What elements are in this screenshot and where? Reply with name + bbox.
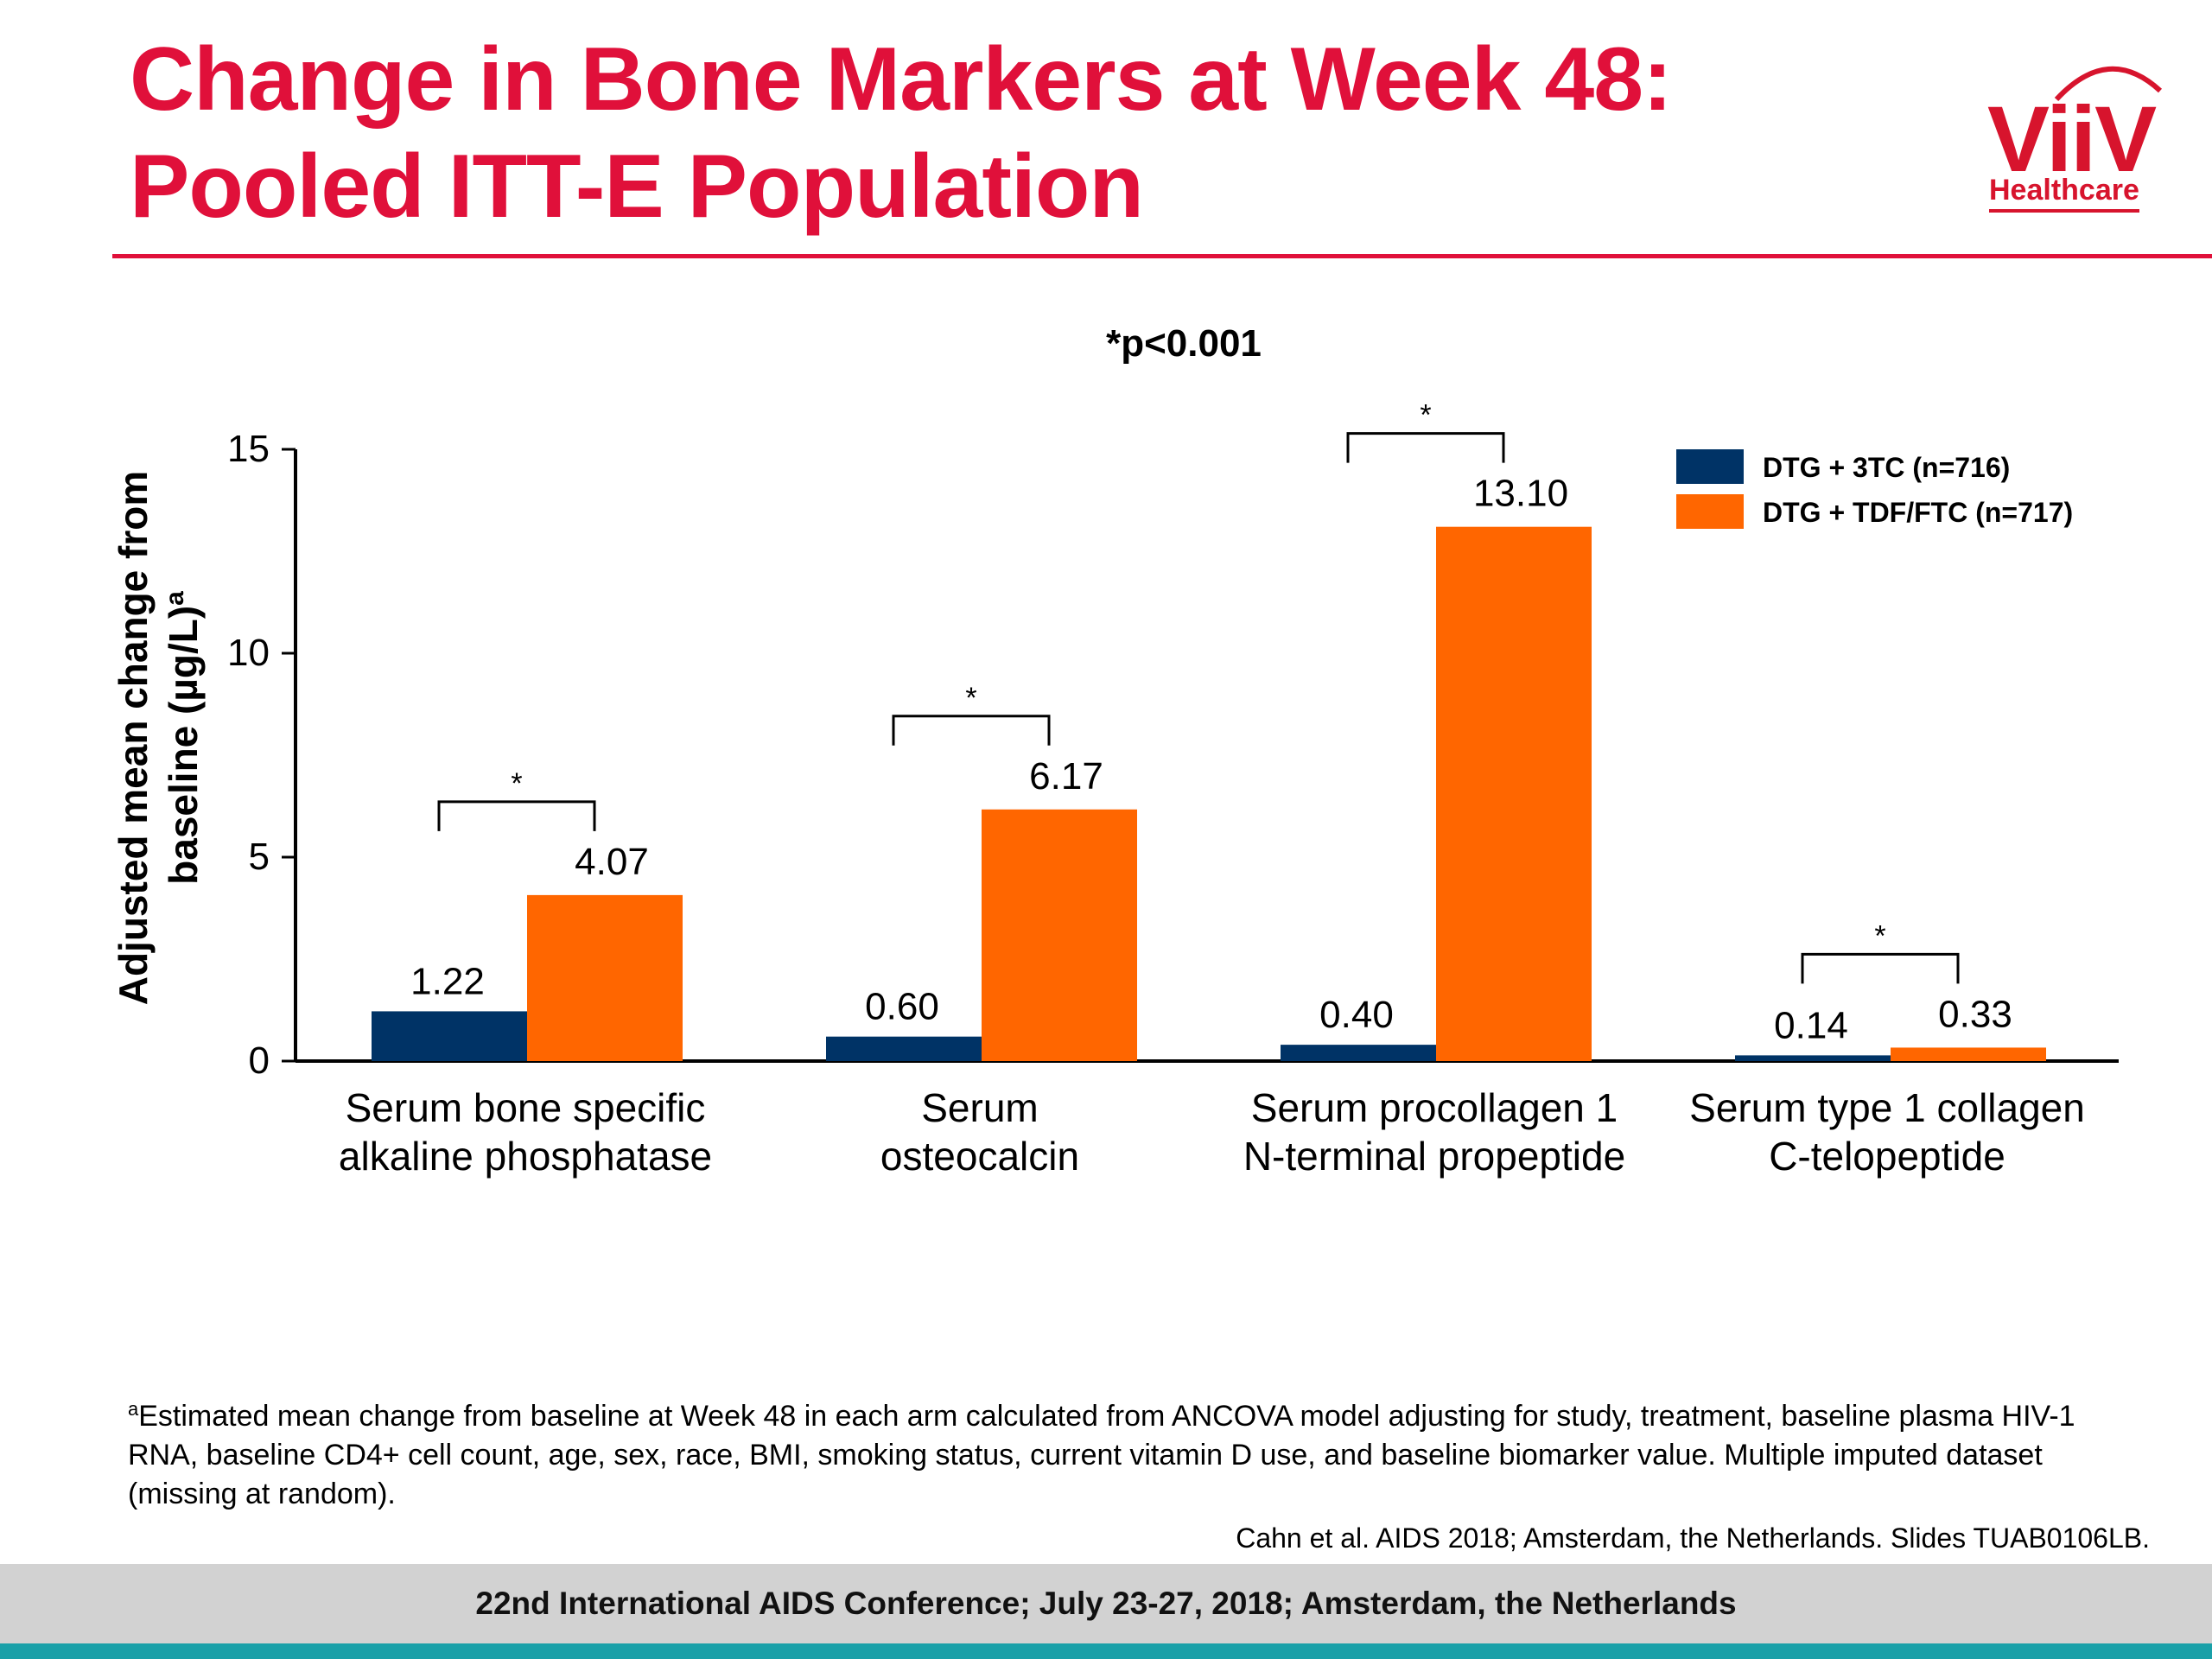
x-category-label: Serum bone specific bbox=[346, 1085, 706, 1130]
logo-wordmark: ViiV bbox=[1987, 86, 2157, 191]
bar-value-label: 4.07 bbox=[575, 841, 649, 883]
slide-title: Change in Bone Markers at Week 48: Poole… bbox=[130, 26, 1673, 240]
bar-value-label: 0.14 bbox=[1774, 1004, 1848, 1046]
bar-value-label: 6.17 bbox=[1029, 755, 1103, 798]
bar-dtg-3tc bbox=[1735, 1055, 1891, 1061]
bar-dtg-tdf-ftc bbox=[1436, 526, 1592, 1061]
bar-value-label: 0.33 bbox=[1938, 993, 2012, 1035]
significance-bracket bbox=[1801, 952, 1960, 984]
legend-label: DTG + TDF/FTC (n=717) bbox=[1763, 497, 2073, 528]
x-category-label: C-telopeptide bbox=[1769, 1134, 2005, 1179]
citation: Cahn et al. AIDS 2018; Amsterdam, the Ne… bbox=[1236, 1522, 2150, 1554]
y-axis-title-superscript: a bbox=[161, 591, 189, 606]
y-tick-label: 10 bbox=[227, 632, 270, 674]
bar-dtg-tdf-ftc bbox=[982, 809, 1137, 1061]
x-category-label: alkaline phosphatase bbox=[339, 1134, 712, 1179]
title-divider bbox=[112, 254, 2212, 258]
footnote-marker: a bbox=[128, 1398, 139, 1420]
title-line-1: Change in Bone Markers at Week 48: bbox=[130, 29, 1673, 130]
viiv-logo: ViiV Healthcare bbox=[1979, 52, 2177, 216]
bar-dtg-tdf-ftc bbox=[1891, 1047, 2046, 1061]
x-category-label: Serum type 1 collagen bbox=[1689, 1085, 2085, 1130]
y-tick-label: 5 bbox=[249, 836, 270, 878]
bar-dtg-tdf-ftc bbox=[527, 894, 683, 1061]
x-category-label: Serum bbox=[921, 1085, 1038, 1130]
logo-subtitle: Healthcare bbox=[1989, 173, 2139, 213]
y-axis-title-line-2: baseline (µg/L)a bbox=[161, 591, 206, 885]
footnote: aEstimated mean change from baseline at … bbox=[128, 1389, 2115, 1514]
conference-label: 22nd International AIDS Conference; July… bbox=[475, 1586, 1737, 1621]
significance-bracket bbox=[437, 800, 596, 831]
y-axis-title-text: baseline (µg/L) bbox=[161, 606, 206, 885]
bar-dtg-3tc bbox=[372, 1011, 527, 1061]
y-tick-label: 15 bbox=[227, 428, 270, 470]
x-category-label: N-terminal propeptide bbox=[1243, 1134, 1625, 1179]
x-category-label: osteocalcin bbox=[880, 1134, 1079, 1179]
title-line-2: Pooled ITT-E Population bbox=[130, 137, 1144, 237]
footer-bar: 22nd International AIDS Conference; July… bbox=[0, 1564, 2212, 1643]
footnote-text: Estimated mean change from baseline at W… bbox=[128, 1400, 2075, 1510]
bar-value-label: 0.60 bbox=[865, 986, 939, 1028]
bar-value-label: 13.10 bbox=[1473, 473, 1568, 515]
y-tick-label: 0 bbox=[249, 1039, 270, 1082]
significance-note: *p<0.001 bbox=[1106, 322, 1262, 365]
x-category-label: Serum procollagen 1 bbox=[1251, 1085, 1618, 1130]
bar-dtg-3tc bbox=[826, 1036, 982, 1061]
y-axis-title-line-1: Adjusted mean change from bbox=[111, 471, 156, 1006]
significance-star: * bbox=[1874, 919, 1885, 952]
legend-label: DTG + 3TC (n=716) bbox=[1763, 452, 2010, 483]
bar-value-label: 0.40 bbox=[1319, 994, 1394, 1036]
bar-value-label: 1.22 bbox=[410, 960, 485, 1002]
significance-bracket bbox=[892, 715, 1051, 746]
significance-star: * bbox=[511, 767, 522, 800]
legend-swatch bbox=[1676, 494, 1744, 529]
significance-star: * bbox=[1420, 399, 1431, 432]
bar-chart: *p<0.001 0 5 10 15 Adjusted mean change from b… bbox=[111, 322, 2119, 1179]
legend-swatch bbox=[1676, 449, 1744, 484]
significance-star: * bbox=[965, 682, 976, 715]
bar-dtg-3tc bbox=[1281, 1045, 1436, 1061]
footer-accent-strip bbox=[0, 1643, 2212, 1659]
logo-arc-icon bbox=[2054, 66, 2163, 102]
significance-bracket bbox=[1346, 432, 1505, 463]
